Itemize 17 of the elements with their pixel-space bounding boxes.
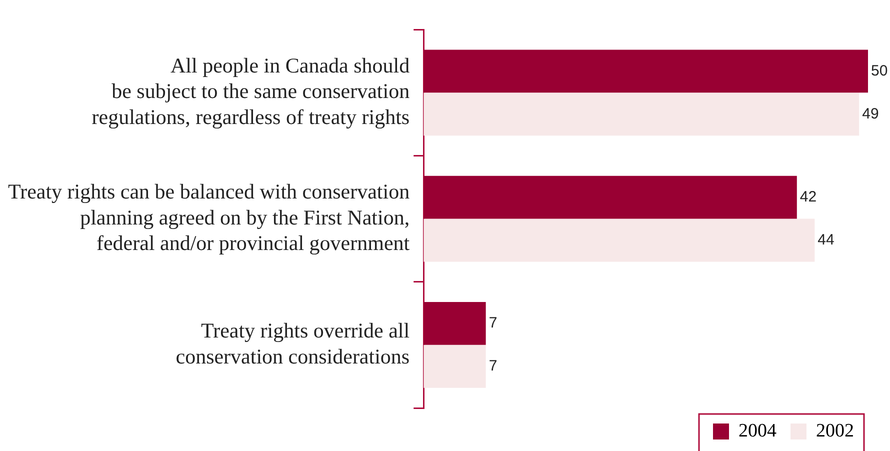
data-label: 49 xyxy=(862,105,879,122)
y-tick-label: Treaty rights can be balanced with conservation planning agreed on by the First Nation, federal and/or provincial government xyxy=(8,180,410,255)
data-label: 7 xyxy=(488,314,498,332)
data-label: 7 xyxy=(488,358,498,375)
data-label: 42 xyxy=(800,188,817,206)
legend-label: 2002 xyxy=(816,420,854,442)
bar xyxy=(424,302,486,345)
bar xyxy=(424,344,486,388)
bar xyxy=(424,218,815,262)
bar xyxy=(424,176,797,219)
bar xyxy=(424,92,860,136)
bar xyxy=(424,50,868,93)
y-tick-label: All people in Canada should be subject to the same conservation regulations, regardless of treaty rights xyxy=(92,54,410,129)
data-label: 44 xyxy=(818,231,834,248)
data-label: 50 xyxy=(871,62,888,80)
y-tick-label: Treaty rights override all conservation considerations xyxy=(176,318,410,368)
legend-label: 2004 xyxy=(738,420,777,442)
